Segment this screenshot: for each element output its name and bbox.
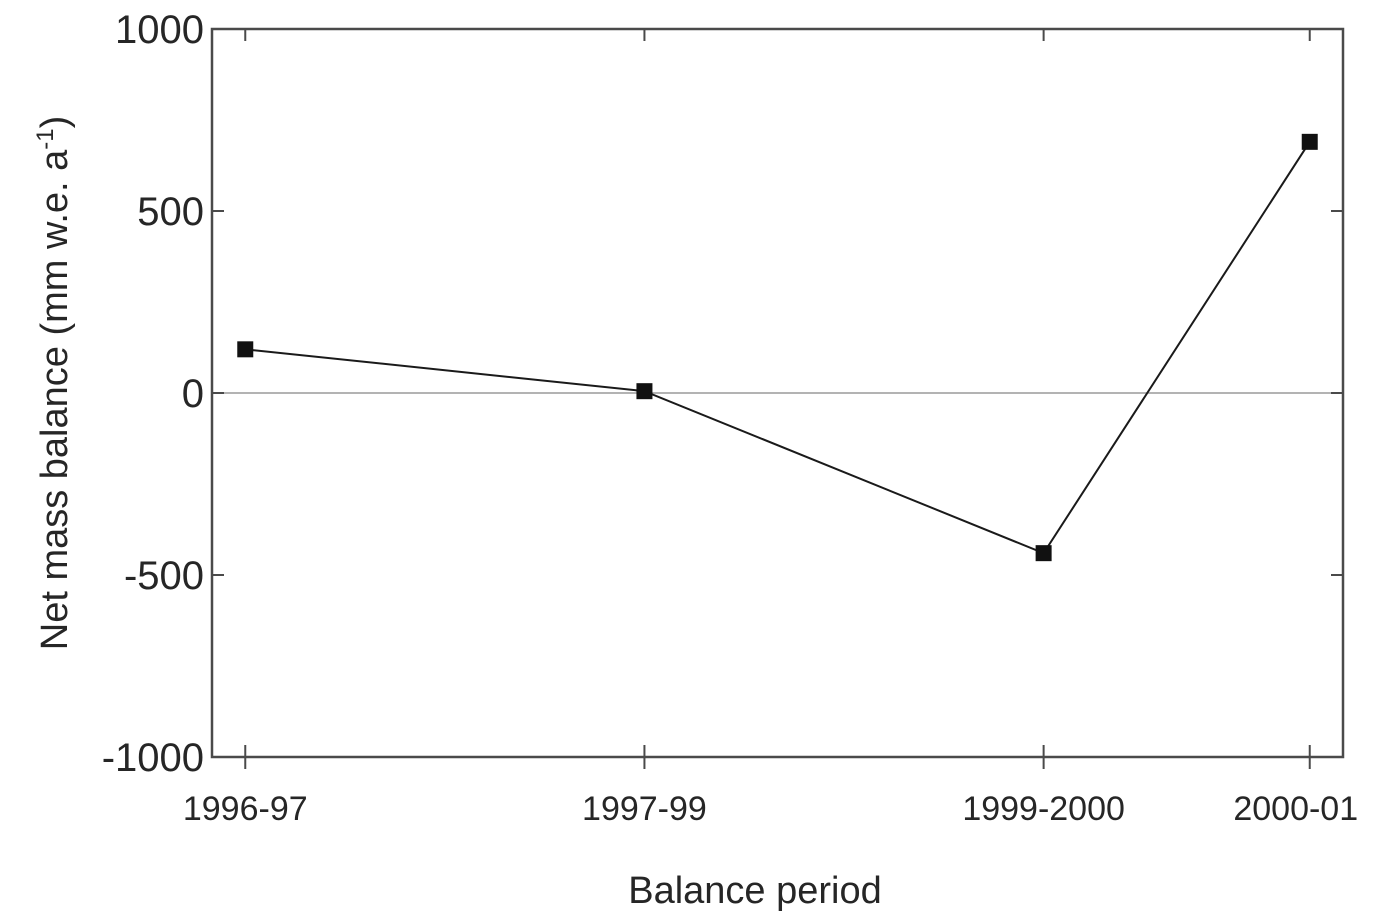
data-point-marker (1301, 133, 1318, 150)
y-tick-label: 0 (182, 372, 204, 416)
x-axis: 1996-97 1997-99 1999-2000 2000-01 (183, 29, 1358, 828)
y-axis-title: Net mass balance (mm w.e. a-1) (32, 116, 76, 651)
data-point-marker (636, 383, 653, 400)
y-tick-label: 500 (137, 190, 204, 234)
series-line (245, 141, 1311, 555)
series-markers (237, 133, 1318, 562)
x-axis-title: Balance period (628, 870, 882, 912)
y-axis-title-close: ) (34, 116, 76, 129)
y-axis: -1000 -500 0 500 1000 (102, 8, 1343, 780)
data-point-marker (1035, 545, 1052, 562)
y-tick-label: -500 (124, 554, 204, 598)
y-axis-title-superscript: -1 (32, 128, 59, 149)
x-tick-label: 2000-01 (1233, 790, 1358, 828)
y-tick-label: 1000 (115, 8, 204, 52)
y-tick-label: -1000 (102, 736, 204, 780)
data-point-marker (237, 341, 254, 358)
x-tick-label: 1999-2000 (962, 790, 1125, 828)
x-tick-label: 1996-97 (183, 790, 308, 828)
x-tick-label: 1997-99 (582, 790, 707, 828)
y-axis-title-main: Net mass balance (mm w.e. a (34, 149, 76, 650)
